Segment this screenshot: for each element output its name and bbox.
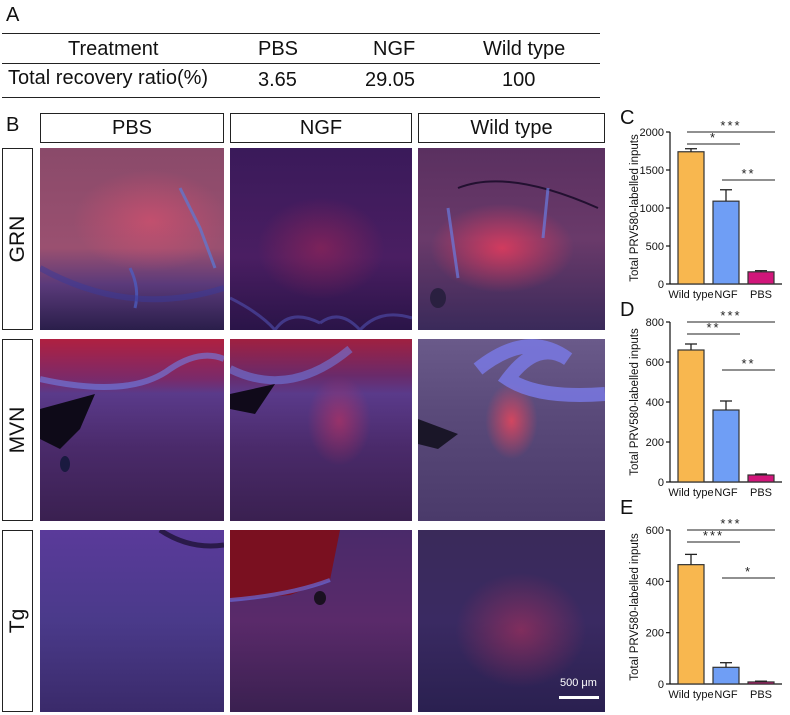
chart-e-significance-label: *** <box>720 516 741 531</box>
chart-d-ytick-label: 800 <box>646 317 664 329</box>
chart-c-ytick-label: 1000 <box>640 203 664 215</box>
micrograph-grn-wild-type <box>418 148 605 330</box>
chart-d-bar <box>747 474 775 483</box>
chart-c-significance-label: * <box>710 130 717 145</box>
chart-c-ylabel: Total PRV580-labelled inputs <box>629 134 641 282</box>
chart-d-ytick-label: 0 <box>658 477 664 489</box>
micrograph-tg-pbs <box>40 530 224 712</box>
table-cell-wild-type: 100 <box>502 69 536 91</box>
chart-d-category-label: Wild type <box>668 487 713 499</box>
chart-c-significance-label: ** <box>741 166 755 181</box>
chart-c-significance-label: *** <box>720 118 741 133</box>
chart-c-category-label: Wild type <box>668 289 713 301</box>
micrograph-tg-ngf <box>230 530 412 712</box>
table-header-pbs: PBS <box>258 38 299 60</box>
chart-c-bar <box>747 271 775 285</box>
chart-c-ytick-label: 2000 <box>640 127 664 139</box>
chart-e-bar <box>677 564 705 685</box>
panel-a-letter: A <box>6 4 20 26</box>
micrograph-mvn-ngf-overlay <box>230 345 353 414</box>
micrograph-tg-wild-type: 500 μm <box>418 530 605 712</box>
chart-d-bar <box>712 409 740 483</box>
chart-e-category-label: NGF <box>714 689 738 701</box>
micrograph-tg-ngf-overlay <box>230 530 340 605</box>
chart-c-ytick-label: 0 <box>658 279 664 291</box>
scale-bar <box>559 696 599 699</box>
table-mid-rule <box>2 63 600 64</box>
micrograph-mvn-pbs-overlay <box>40 352 224 472</box>
column-header-wild-type: Wild type <box>418 113 605 143</box>
table-top-rule <box>2 33 600 34</box>
chart-e-ytick-label: 0 <box>658 679 664 691</box>
chart-d-bar <box>677 349 705 483</box>
row-label-mvn: MVN <box>2 339 33 521</box>
table-cell-pbs: 3.65 <box>258 69 297 91</box>
micrograph-mvn-wild-type <box>418 339 605 521</box>
panel-d-letter: D <box>620 299 634 321</box>
row-label-grn-text: GRN <box>5 215 29 263</box>
table-bottom-rule <box>2 97 600 98</box>
chart-e-ylabel: Total PRV580-labelled inputs <box>629 533 641 681</box>
micrograph-grn-pbs-overlay <box>40 187 224 309</box>
chart-c-bar <box>677 151 705 285</box>
chart-e-category-label: PBS <box>750 689 772 701</box>
chart-d-ytick-label: 600 <box>646 357 664 369</box>
row-label-grn: GRN <box>2 148 33 330</box>
chart-d-ytick-label: 200 <box>646 437 664 449</box>
chart-c-ytick-label: 1500 <box>640 165 664 177</box>
chart-e-significance-label: * <box>745 564 752 579</box>
chart-c-category-label: NGF <box>714 289 738 301</box>
column-header-pbs: PBS <box>40 113 224 143</box>
chart-e-bar <box>712 666 740 685</box>
chart-c-bar <box>712 200 740 285</box>
table-header-treatment: Treatment <box>68 38 159 60</box>
chart-e-category-label: Wild type <box>668 689 713 701</box>
micrograph-grn-ngf-overlay <box>230 296 412 330</box>
chart-d-category-label: NGF <box>714 487 738 499</box>
chart-d-significance-label: *** <box>720 308 741 323</box>
chart-d-significance-label: ** <box>741 356 755 371</box>
column-header-ngf: NGF <box>230 113 412 143</box>
table-header-ngf: NGF <box>373 38 416 60</box>
panel-e-letter: E <box>620 498 633 519</box>
micrograph-grn-wild-type-overlay <box>430 180 599 308</box>
bar-chart-d: D Total PRV580-labelled inputs 0 200 400 600 8… <box>620 299 782 499</box>
chart-e-bar <box>747 681 775 685</box>
chart-e-ytick-label: 200 <box>646 628 664 640</box>
bar-chart-c: C Total PRV580-labelled inputs 0 500 1000 150… <box>620 107 782 301</box>
micrograph-grn-ngf <box>230 148 412 330</box>
chart-d-significance-label: ** <box>706 320 720 335</box>
table-row-label: Total recovery ratio(%) <box>8 67 209 89</box>
bar-chart-e: E Total PRV580-labelled inputs 0 200 400 600 W… <box>620 498 782 701</box>
micrograph-mvn-pbs <box>40 339 224 521</box>
chart-d-ylabel: Total PRV580-labelled inputs <box>629 328 641 476</box>
chart-c-category-label: PBS <box>750 289 772 301</box>
scale-bar-label: 500 μm <box>560 677 597 689</box>
chart-e-ytick-label: 600 <box>646 525 664 537</box>
micrograph-mvn-wild-type-overlay <box>418 339 605 449</box>
chart-d-ytick-label: 400 <box>646 397 664 409</box>
chart-e-ytick-label: 400 <box>646 576 664 588</box>
chart-d-category-label: PBS <box>750 487 772 499</box>
micrograph-tg-pbs-overlay <box>158 530 224 549</box>
chart-c-ytick-label: 500 <box>646 241 664 253</box>
row-label-tg: Tg <box>2 530 33 712</box>
panel-c-letter: C <box>620 107 634 129</box>
table-cell-ngf: 29.05 <box>365 69 416 91</box>
micrograph-grn-pbs <box>40 148 224 330</box>
row-label-tg-text: Tg <box>5 608 29 634</box>
chart-e-significance-label: *** <box>703 528 724 543</box>
table-header-wild-type: Wild type <box>483 38 566 60</box>
panel-b-letter: B <box>6 114 20 136</box>
micrograph-mvn-ngf <box>230 339 412 521</box>
row-label-mvn-text: MVN <box>5 406 29 454</box>
